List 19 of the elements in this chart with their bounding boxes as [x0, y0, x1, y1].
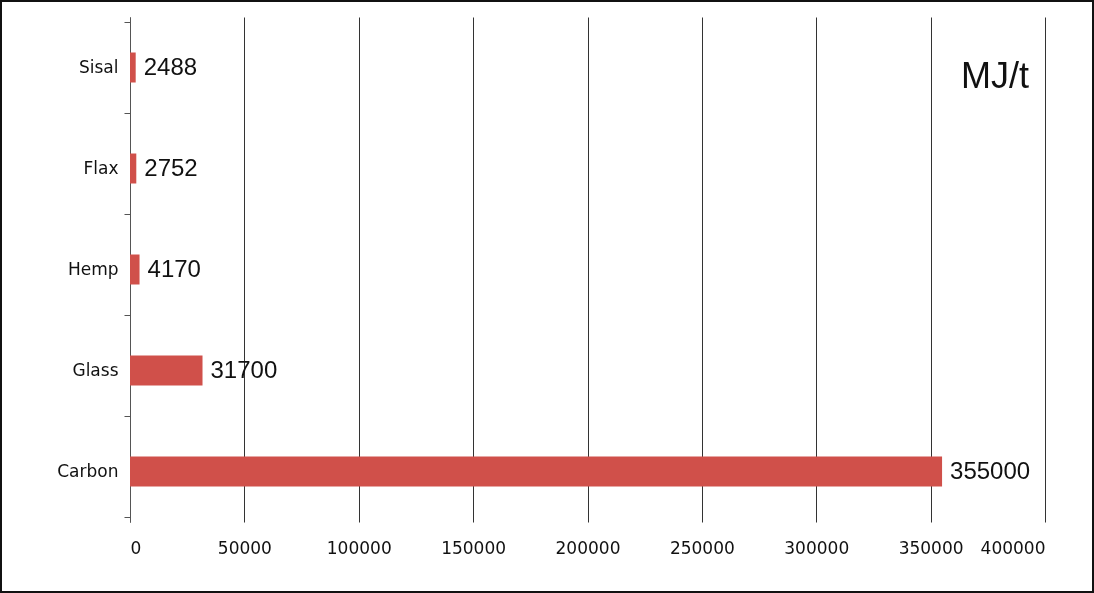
- x-tick-label: 100000: [326, 537, 392, 558]
- data-label: 2488: [143, 52, 198, 80]
- data-label: 2752: [144, 153, 198, 181]
- x-tick-label: 300000: [784, 537, 850, 558]
- x-tick-label: 0: [130, 537, 142, 558]
- x-tick-label: 200000: [555, 537, 621, 558]
- data-label: 4170: [147, 254, 201, 282]
- x-tick-label: 250000: [669, 537, 735, 558]
- y-tick-label: Hemp: [67, 259, 119, 279]
- y-tick-label: Carbon: [57, 461, 119, 481]
- x-tick-label: 50000: [217, 537, 272, 558]
- x-tick-label: 400000: [980, 537, 1046, 558]
- annotation: MJ/t: [961, 55, 1029, 96]
- y-tick-label: Sisal: [78, 57, 119, 77]
- y-tick-label: Glass: [72, 360, 119, 380]
- x-tick-label: 150000: [441, 537, 507, 558]
- data-label: 355000: [950, 456, 1031, 484]
- x-tick-label: 350000: [898, 537, 964, 558]
- y-tick-label: Flax: [83, 158, 119, 178]
